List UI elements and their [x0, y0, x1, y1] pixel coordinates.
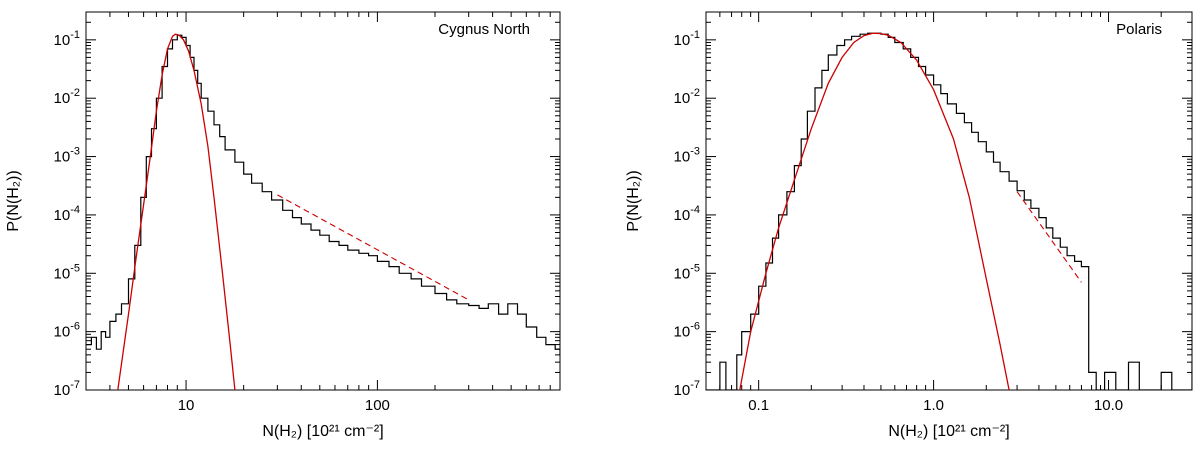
y-tick-base: 10: [674, 149, 691, 166]
panel-title: Cygnus North: [438, 21, 530, 38]
y-tick-base: 10: [674, 265, 691, 282]
y-tick-label: 10-5: [674, 262, 700, 282]
power-law-fit-line: [1016, 191, 1082, 283]
y-tick-base: 10: [54, 324, 71, 341]
y-tick-exponent: -3: [690, 146, 700, 158]
y-tick-base: 10: [54, 382, 71, 399]
y-tick-base: 10: [54, 265, 71, 282]
y-tick-base: 10: [54, 149, 71, 166]
x-axis-label: N(H₂) [10²¹ cm⁻²]: [888, 423, 1009, 440]
y-tick-exponent: -7: [690, 379, 700, 391]
y-axis-label: P(N(H₂)): [625, 170, 642, 231]
plot-frame: [85, 11, 561, 391]
y-tick-exponent: -3: [70, 146, 80, 158]
x-tick-label: 10.0: [1094, 397, 1123, 414]
y-axis-label: P(N(H₂)): [5, 170, 22, 231]
lognormal-fit-curve: [117, 33, 236, 390]
y-tick-label: 10-3: [674, 146, 700, 166]
y-tick-base: 10: [54, 207, 71, 224]
x-tick-label: 1.0: [923, 397, 944, 414]
y-tick-exponent: -4: [70, 204, 80, 216]
y-tick-label: 10-6: [54, 321, 80, 341]
power-law-fit-line: [277, 194, 469, 301]
y-tick-label: 10-4: [54, 204, 80, 224]
y-tick-base: 10: [54, 32, 71, 49]
x-axis-label: N(H₂) [10²¹ cm⁻²]: [262, 423, 383, 440]
y-tick-label: 10-5: [54, 262, 80, 282]
x-tick-label: 100: [365, 397, 390, 414]
y-tick-exponent: -5: [690, 262, 700, 274]
panel-title: Polaris: [1116, 21, 1162, 38]
y-tick-label: 10-1: [674, 29, 700, 49]
y-tick-base: 10: [674, 90, 691, 107]
histogram-series: [706, 32, 1192, 390]
y-tick-exponent: -7: [70, 379, 80, 391]
y-tick-exponent: -1: [690, 29, 700, 41]
histogram-series: [86, 34, 560, 355]
y-tick-base: 10: [54, 90, 71, 107]
y-tick-label: 10-2: [54, 87, 80, 107]
y-tick-exponent: -2: [70, 87, 80, 99]
y-tick-label: 10-6: [674, 321, 700, 341]
y-tick-exponent: -6: [690, 321, 700, 333]
y-tick-label: 10-7: [674, 379, 700, 399]
y-tick-exponent: -6: [70, 321, 80, 333]
y-tick-exponent: -5: [70, 262, 80, 274]
x-tick-label: 0.1: [748, 397, 769, 414]
y-tick-label: 10-7: [54, 379, 80, 399]
y-tick-exponent: -1: [70, 29, 80, 41]
y-tick-exponent: -2: [690, 87, 700, 99]
y-tick-base: 10: [674, 324, 691, 341]
y-tick-base: 10: [674, 32, 691, 49]
lognormal-fit-curve: [739, 32, 1010, 390]
y-tick-base: 10: [674, 207, 691, 224]
plot-frame: [705, 11, 1193, 391]
y-tick-exponent: -4: [690, 204, 700, 216]
y-tick-label: 10-4: [674, 204, 700, 224]
y-tick-label: 10-3: [54, 146, 80, 166]
chart-panel-polaris: 0.1 1.0 10.010-710-610-510-410-310-210-1N(…: [625, 11, 1193, 440]
y-tick-label: 10-1: [54, 29, 80, 49]
y-tick-label: 10-2: [674, 87, 700, 107]
y-tick-base: 10: [674, 382, 691, 399]
x-tick-label: 10: [178, 397, 195, 414]
